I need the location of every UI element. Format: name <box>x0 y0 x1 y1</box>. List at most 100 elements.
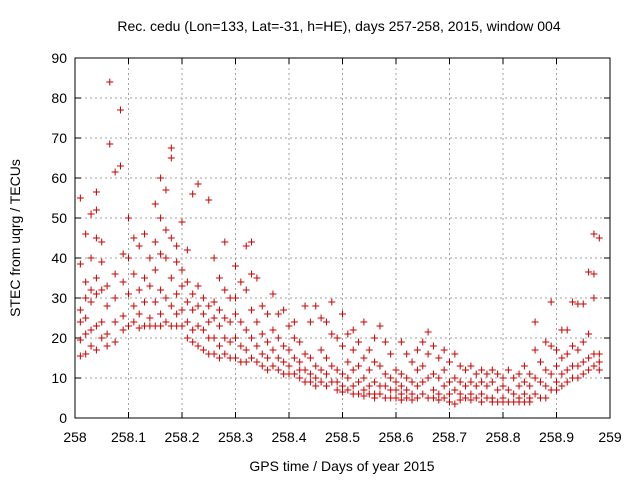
data-point <box>360 318 368 326</box>
data-point <box>462 394 470 402</box>
data-point <box>162 294 170 302</box>
data-point <box>344 358 352 366</box>
data-point <box>82 350 90 358</box>
data-point <box>344 386 352 394</box>
data-point <box>130 302 138 310</box>
data-point <box>248 238 256 246</box>
data-point <box>151 200 159 208</box>
data-point <box>290 318 298 326</box>
data-point <box>478 366 486 374</box>
data-point <box>312 362 320 370</box>
data-point <box>162 226 170 234</box>
data-point <box>462 382 470 390</box>
data-point <box>301 350 309 358</box>
data-point <box>563 366 571 374</box>
data-point <box>446 398 453 406</box>
data-point <box>141 298 149 306</box>
data-point <box>285 362 293 370</box>
data-point <box>397 390 405 398</box>
data-point <box>135 324 143 332</box>
data-point <box>467 362 475 370</box>
data-point <box>344 330 352 338</box>
data-point <box>242 326 250 334</box>
data-point <box>189 338 197 346</box>
data-point <box>135 242 143 250</box>
data-point <box>499 374 507 382</box>
data-point <box>194 302 202 310</box>
data-point <box>274 366 282 374</box>
data-point <box>349 326 357 334</box>
data-point <box>403 350 411 358</box>
data-point <box>542 366 550 374</box>
data-point <box>178 306 186 314</box>
data-point <box>440 366 448 374</box>
data-point <box>547 370 555 378</box>
y-tick-label: 10 <box>51 370 67 386</box>
data-point <box>317 346 325 354</box>
data-point <box>440 394 448 402</box>
data-point <box>333 334 341 342</box>
data-point <box>215 306 223 314</box>
data-point <box>87 342 95 350</box>
data-point <box>317 378 325 386</box>
data-point <box>183 246 191 254</box>
y-tick-label: 80 <box>51 90 67 106</box>
data-point <box>408 390 416 398</box>
data-point <box>162 186 170 194</box>
data-point <box>103 282 111 290</box>
data-point <box>339 310 346 318</box>
data-point <box>226 318 234 326</box>
data-point <box>419 338 427 346</box>
data-point <box>269 346 277 354</box>
data-point <box>526 370 534 378</box>
data-point <box>183 318 191 326</box>
data-point <box>280 342 288 350</box>
data-point <box>504 366 512 374</box>
y-axis-label: STEC from uqrg / TECUs <box>7 159 23 317</box>
data-point <box>125 322 132 330</box>
data-point <box>253 274 261 282</box>
data-point <box>408 396 416 404</box>
data-point <box>167 154 175 162</box>
data-point <box>199 310 207 318</box>
data-point <box>349 346 357 354</box>
data-point <box>248 306 256 314</box>
data-point <box>585 354 593 362</box>
data-point <box>178 282 186 290</box>
data-point <box>312 382 320 390</box>
data-point <box>106 140 114 148</box>
data-point <box>210 334 218 342</box>
data-point <box>178 266 186 274</box>
data-point <box>306 354 314 362</box>
data-point <box>590 294 598 302</box>
data-point <box>301 366 309 374</box>
data-point <box>98 286 106 294</box>
data-point <box>371 358 379 366</box>
data-point <box>232 262 239 270</box>
data-point <box>446 390 453 398</box>
data-point <box>146 254 154 262</box>
data-point <box>413 366 421 374</box>
chart-title: Rec. cedu (Lon=133, Lat=-31, h=HE), days… <box>117 18 560 34</box>
data-point <box>296 374 304 382</box>
data-point <box>194 322 202 330</box>
data-point <box>590 230 598 238</box>
data-point <box>574 362 582 370</box>
data-point <box>146 282 154 290</box>
y-tick-label: 70 <box>51 130 67 146</box>
data-point <box>360 392 368 400</box>
data-point <box>290 354 298 362</box>
data-point <box>221 314 229 322</box>
data-point <box>290 334 298 342</box>
data-point <box>553 362 560 370</box>
y-tick-label: 60 <box>51 170 67 186</box>
data-point <box>205 196 213 204</box>
x-tick-label: 258 <box>63 429 87 445</box>
data-point <box>183 298 191 306</box>
data-point <box>92 290 100 298</box>
data-point <box>456 390 464 398</box>
data-point <box>98 334 106 342</box>
data-point <box>435 354 443 362</box>
data-point <box>397 338 405 346</box>
data-point <box>376 390 384 398</box>
